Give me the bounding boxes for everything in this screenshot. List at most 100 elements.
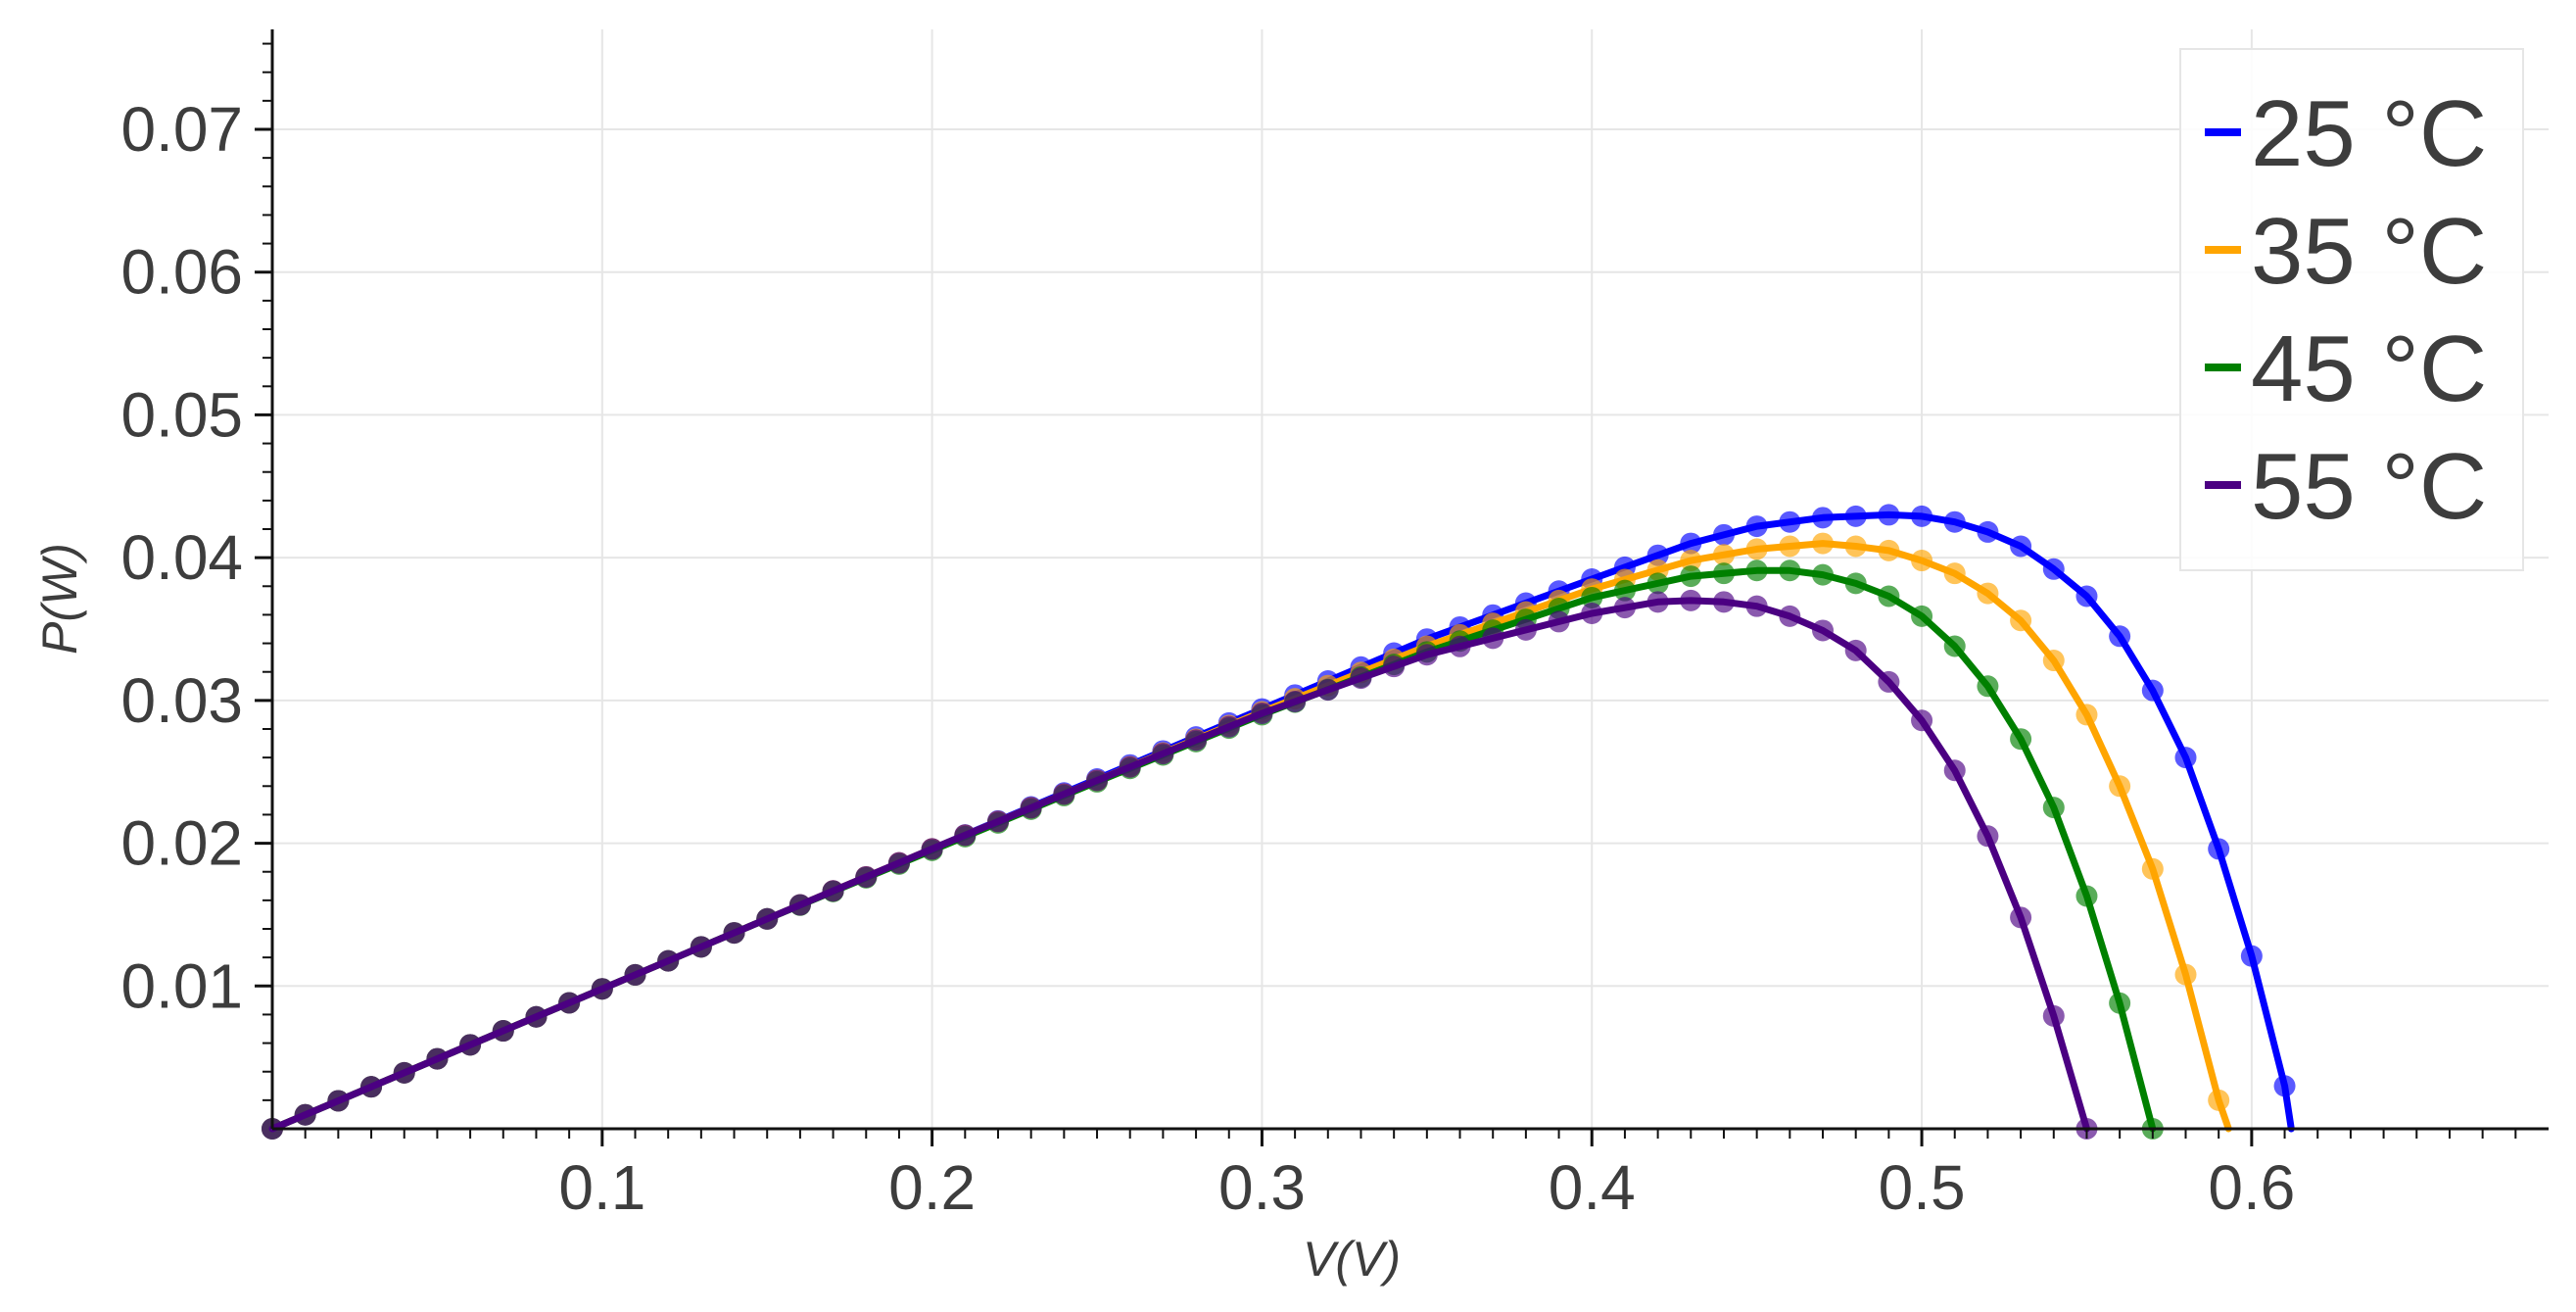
data-point: [1911, 550, 1933, 572]
data-point: [1812, 507, 1835, 529]
data-point: [2240, 945, 2263, 967]
legend-item: 25 °C: [2205, 81, 2487, 186]
data-point: [1646, 591, 1669, 613]
data-point: [855, 865, 878, 888]
data-point: [624, 963, 646, 986]
data-point: [1053, 783, 1075, 805]
data-point: [2010, 535, 2032, 558]
data-point: [986, 810, 1009, 833]
data-point: [1878, 670, 1900, 693]
data-point: [492, 1020, 514, 1043]
x-tick-label: 0.3: [1218, 1152, 1306, 1223]
data-point: [1680, 550, 1702, 572]
data-point: [887, 851, 910, 874]
legend-label: 45 °C: [2251, 316, 2487, 421]
data-point: [1086, 769, 1109, 792]
data-point: [1977, 520, 1999, 543]
data-point: [1779, 535, 1801, 558]
data-point: [360, 1076, 383, 1098]
data-point: [294, 1103, 316, 1126]
data-point: [1878, 539, 1900, 561]
data-point: [1943, 562, 1966, 585]
data-point: [1712, 523, 1735, 546]
data-point: [2075, 585, 2098, 607]
x-tick-label: 0.4: [1549, 1152, 1636, 1223]
data-point: [1613, 597, 1636, 619]
data-point: [1316, 679, 1339, 702]
data-point: [1514, 618, 1537, 641]
axes: 0.1 0.2 0.3 0.4 0.5 0.6 0.01 0.02 0.03 0.04 0.05 0.…: [32, 29, 2549, 1287]
data-point: [2010, 728, 2032, 751]
data-point: [2010, 906, 2032, 929]
legend-label: 35 °C: [2251, 199, 2487, 304]
data-point: [1415, 644, 1438, 666]
data-point: [1020, 797, 1042, 819]
data-point: [1779, 605, 1801, 627]
x-tick-label: 0.2: [888, 1152, 976, 1223]
data-point: [1844, 572, 1867, 595]
data-point: [1911, 505, 1933, 527]
data-point: [1812, 619, 1835, 642]
y-tick-label: 0.05: [120, 379, 243, 450]
y-tick-label: 0.04: [120, 522, 243, 593]
data-point: [756, 907, 779, 930]
data-point: [2208, 1089, 2230, 1111]
data-point: [459, 1034, 482, 1056]
x-tick-label: 0.1: [558, 1152, 645, 1223]
series-line: [268, 566, 2157, 1133]
data-point: [558, 992, 581, 1014]
data-point: [1350, 667, 1372, 690]
data-point: [1844, 639, 1867, 661]
data-point: [1482, 627, 1504, 650]
legend-item: 35 °C: [2205, 199, 2487, 304]
x-axis-label: V(V): [1303, 1232, 1401, 1287]
data-point: [2141, 679, 2164, 702]
data-point: [657, 949, 680, 972]
data-point: [2109, 992, 2131, 1014]
data-point: [1646, 572, 1669, 595]
data-point: [1712, 591, 1735, 613]
data-point: [591, 978, 613, 1000]
data-point: [1548, 610, 1570, 633]
data-point: [2174, 747, 2197, 769]
data-point: [1712, 562, 1735, 585]
data-point: [2042, 650, 2065, 672]
data-point: [788, 894, 811, 916]
data-point: [393, 1061, 415, 1084]
data-point: [1613, 579, 1636, 602]
data-point: [2273, 1075, 2296, 1097]
data-point: [2042, 797, 2065, 819]
series-3: [262, 559, 2164, 1140]
legend-label: 25 °C: [2251, 81, 2487, 186]
data-point: [1581, 602, 1603, 624]
data-point: [1152, 743, 1174, 765]
data-point: [1977, 825, 1999, 848]
data-point: [426, 1047, 449, 1070]
series-4: [262, 589, 2098, 1140]
data-point: [1646, 544, 1669, 566]
series-layer: [262, 504, 2296, 1140]
data-point: [1383, 656, 1406, 678]
x-tick-label: 0.5: [1879, 1152, 1966, 1223]
data-point: [1581, 586, 1603, 608]
data-point: [1680, 565, 1702, 588]
data-point: [1943, 510, 1966, 533]
legend-label: 55 °C: [2251, 434, 2487, 539]
series-line: [268, 510, 2295, 1133]
data-point: [1844, 535, 1867, 558]
data-point: [2109, 625, 2131, 648]
data-point: [1284, 691, 1307, 713]
legend-item: 55 °C: [2205, 434, 2487, 539]
y-tick-label: 0.01: [120, 950, 243, 1021]
data-point: [1812, 532, 1835, 555]
data-point: [921, 838, 943, 860]
data-point: [1217, 715, 1240, 738]
data-point: [954, 824, 977, 847]
data-point: [1911, 605, 1933, 627]
data-point: [2010, 609, 2032, 632]
y-tick-label: 0.02: [120, 808, 243, 879]
data-point: [723, 922, 745, 945]
data-point: [2075, 704, 2098, 726]
